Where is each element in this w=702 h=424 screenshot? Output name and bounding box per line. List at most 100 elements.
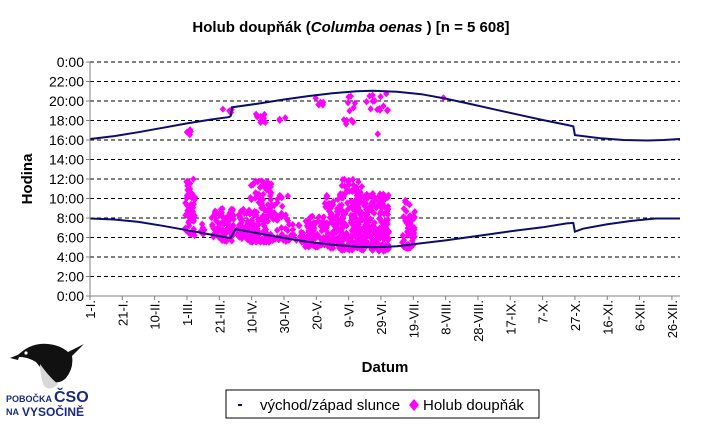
cso-logo: POBOČKA ČSO NA VYSOČINĚ xyxy=(6,343,89,419)
observation-point xyxy=(255,191,263,199)
x-tick-label: 1-III. xyxy=(180,300,195,326)
observation-point xyxy=(236,233,243,241)
x-tick-label: 20-V. xyxy=(309,300,324,330)
observation-point xyxy=(354,207,361,215)
observation-point xyxy=(184,192,191,200)
observation-point xyxy=(357,216,364,225)
observation-point xyxy=(274,212,281,221)
observation-point xyxy=(333,207,341,216)
observation-point xyxy=(230,212,237,220)
observation-point xyxy=(184,177,191,185)
observation-point xyxy=(366,216,374,225)
logo-line2: ČSO xyxy=(54,387,89,406)
observation-point xyxy=(248,216,255,224)
observation-point xyxy=(372,230,379,238)
y-tick-label: 16:00 xyxy=(49,132,84,148)
legend-sun-label: východ/západ slunce xyxy=(260,397,400,414)
observation-point xyxy=(353,185,360,193)
observation-point xyxy=(282,225,289,233)
observation-point xyxy=(264,201,272,209)
observation-point xyxy=(411,208,418,216)
observation-point xyxy=(229,206,236,214)
observation-point xyxy=(319,98,327,106)
observation-point xyxy=(261,110,268,119)
observation-point xyxy=(215,233,222,241)
observation-point xyxy=(344,99,352,107)
observation-point xyxy=(411,233,418,241)
observation-point xyxy=(210,224,217,233)
observation-point xyxy=(380,190,387,198)
observation-point xyxy=(236,221,243,229)
logo-line3: NA xyxy=(6,407,19,417)
observation-point xyxy=(325,207,333,215)
observation-point xyxy=(374,130,381,138)
observation-point xyxy=(349,118,357,126)
x-tick-label: 10-II. xyxy=(148,300,163,330)
observation-point xyxy=(276,115,283,123)
observation-point xyxy=(346,246,353,254)
observation-point xyxy=(261,205,268,213)
y-axis: 0:00 2:00 4:00 6:00 8:00 10:00 12:00 14:00 16:00… xyxy=(49,54,90,304)
observation-point xyxy=(273,226,281,234)
observation-point xyxy=(378,228,385,237)
observation-point xyxy=(309,230,316,238)
observation-point xyxy=(322,203,329,211)
observation-point xyxy=(226,212,234,220)
observation-point xyxy=(373,204,380,212)
observation-point xyxy=(185,219,193,227)
observation-point xyxy=(249,233,256,241)
observation-point xyxy=(322,233,329,242)
observation-point xyxy=(363,98,370,106)
observation-point xyxy=(274,199,281,207)
observation-point xyxy=(315,100,322,109)
observation-point xyxy=(358,182,366,191)
observation-point xyxy=(245,206,253,214)
observation-point xyxy=(282,114,289,122)
observation-point xyxy=(248,225,255,234)
observation-point xyxy=(338,214,345,222)
observation-point xyxy=(211,211,218,219)
observation-point xyxy=(364,229,371,237)
observation-point xyxy=(351,197,359,205)
observation-point xyxy=(350,231,357,239)
observation-point xyxy=(354,222,361,230)
observation-point xyxy=(369,91,376,99)
observation-point xyxy=(186,131,193,139)
x-tick-label: 27-X. xyxy=(568,300,583,331)
observation-point xyxy=(354,235,362,243)
observation-point xyxy=(237,216,245,224)
observation-point xyxy=(285,220,293,229)
observation-point xyxy=(201,226,208,234)
y-tick-label: 0:00 xyxy=(57,54,84,70)
observation-point xyxy=(278,224,285,232)
observation-point xyxy=(256,183,264,192)
y-tick-label: 18:00 xyxy=(49,113,84,129)
observation-point xyxy=(378,217,385,225)
observation-point xyxy=(279,202,286,210)
bird-observations xyxy=(182,90,447,255)
sunset-line xyxy=(89,89,681,142)
observation-point xyxy=(237,230,245,238)
observation-point xyxy=(255,217,262,225)
observation-point xyxy=(267,196,274,204)
y-tick-label: 8:00 xyxy=(57,210,84,226)
observation-point xyxy=(315,217,322,225)
legend-bird-label: Holub doupňák xyxy=(423,397,524,414)
observation-point xyxy=(346,107,353,115)
observation-point xyxy=(317,221,325,229)
observation-point xyxy=(384,106,392,114)
x-tick-label: 21-I. xyxy=(115,300,130,326)
x-tick-label: 8-VIII. xyxy=(439,300,454,335)
observation-point xyxy=(361,193,368,202)
observation-point xyxy=(377,208,384,216)
observation-point xyxy=(351,99,359,107)
observation-point xyxy=(306,242,313,250)
sun-lines xyxy=(89,89,681,249)
observation-point xyxy=(183,194,190,202)
observation-point xyxy=(354,190,362,199)
observation-point xyxy=(367,105,374,113)
observation-point xyxy=(189,211,196,220)
observation-point xyxy=(349,175,357,184)
bird-logo-icon xyxy=(10,343,84,389)
observation-point xyxy=(337,191,345,199)
